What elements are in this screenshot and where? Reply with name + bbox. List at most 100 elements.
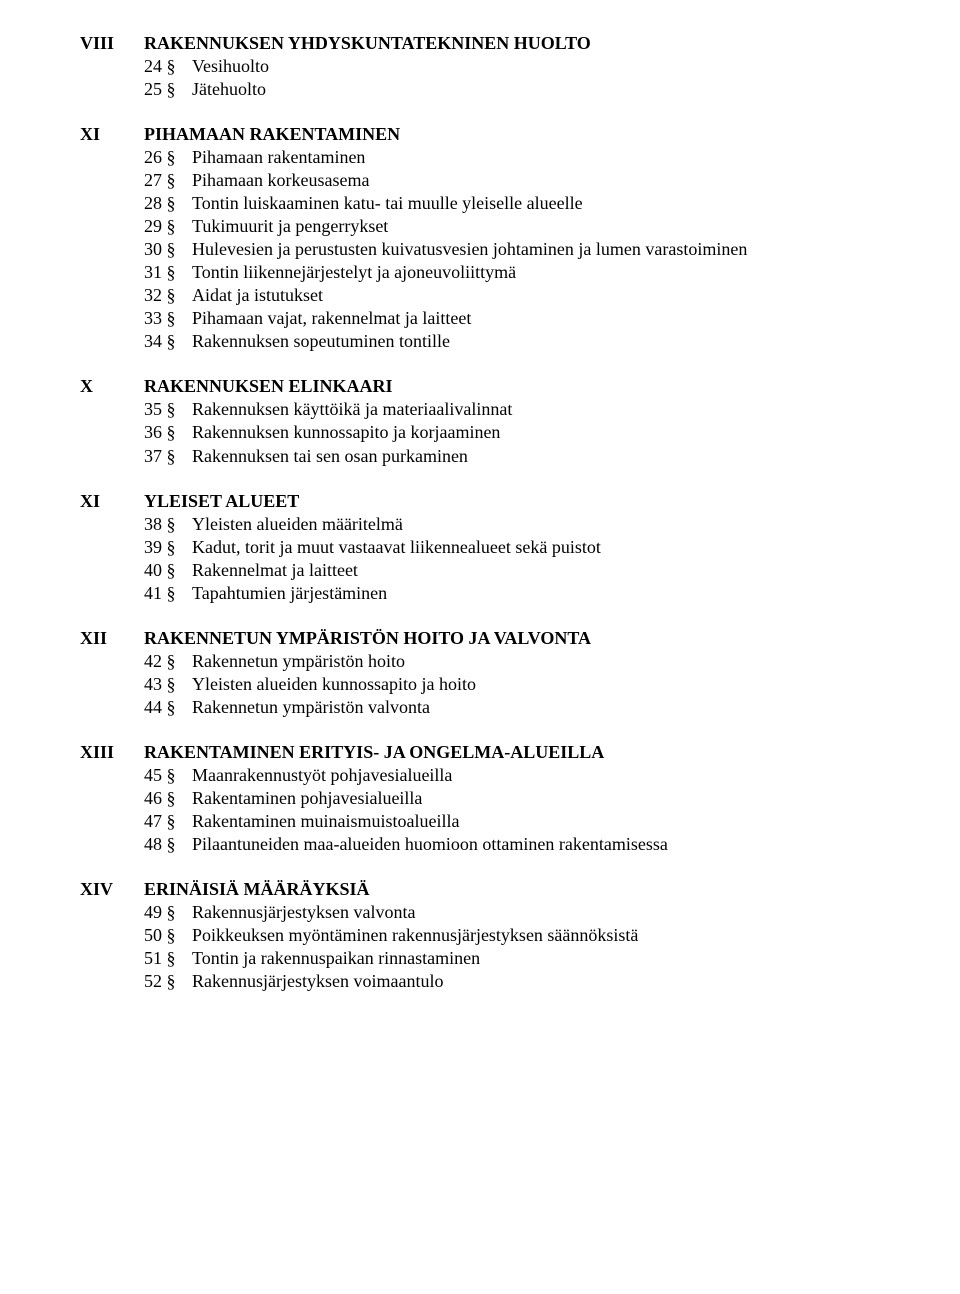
item-text: Rakennuksen tai sen osan purkaminen	[192, 445, 960, 468]
item-text: Yleisten alueiden kunnossapito ja hoito	[192, 673, 960, 696]
toc-item: 35 §Rakennuksen käyttöikä ja materiaaliv…	[144, 398, 960, 421]
item-text: Tontin liikennejärjestelyt ja ajoneuvoli…	[192, 261, 960, 284]
item-text: Rakennuksen sopeutuminen tontille	[192, 330, 960, 353]
section-body: RAKENNUKSEN YHDYSKUNTATEKNINEN HUOLTO24 …	[144, 32, 960, 101]
toc-item: 25 §Jätehuolto	[144, 78, 960, 101]
toc-item: 51 §Tontin ja rakennuspaikan rinnastamin…	[144, 947, 960, 970]
toc-item: 42 §Rakennetun ympäristön hoito	[144, 650, 960, 673]
item-number: 47 §	[144, 810, 192, 833]
item-number: 39 §	[144, 536, 192, 559]
toc-item: 40 §Rakennelmat ja laitteet	[144, 559, 960, 582]
item-text: Rakennetun ympäristön hoito	[192, 650, 960, 673]
section-body: RAKENTAMINEN ERITYIS- JA ONGELMA-ALUEILL…	[144, 741, 960, 856]
section-body: YLEISET ALUEET38 §Yleisten alueiden määr…	[144, 490, 960, 605]
toc-item: 34 §Rakennuksen sopeutuminen tontille	[144, 330, 960, 353]
item-text: Pihamaan korkeusasema	[192, 169, 960, 192]
item-text: Rakennuksen kunnossapito ja korjaaminen	[192, 421, 960, 444]
section-body: PIHAMAAN RAKENTAMINEN26 §Pihamaan rakent…	[144, 123, 960, 353]
item-text: Tapahtumien järjestäminen	[192, 582, 960, 605]
toc-item: 26 §Pihamaan rakentaminen	[144, 146, 960, 169]
item-text: Rakennusjärjestyksen voimaantulo	[192, 970, 960, 993]
item-text: Rakennetun ympäristön valvonta	[192, 696, 960, 719]
item-number: 45 §	[144, 764, 192, 787]
toc-item: 39 §Kadut, torit ja muut vastaavat liike…	[144, 536, 960, 559]
item-number: 35 §	[144, 398, 192, 421]
item-text: Aidat ja istutukset	[192, 284, 960, 307]
section-roman: XIV	[80, 878, 144, 901]
item-text: Yleisten alueiden määritelmä	[192, 513, 960, 536]
item-number: 42 §	[144, 650, 192, 673]
toc-item: 45 §Maanrakennustyöt pohjavesialueilla	[144, 764, 960, 787]
item-number: 32 §	[144, 284, 192, 307]
section-roman: XI	[80, 490, 144, 513]
item-text: Rakentaminen muinaismuistoalueilla	[192, 810, 960, 833]
section: XIIIRAKENTAMINEN ERITYIS- JA ONGELMA-ALU…	[80, 741, 960, 856]
item-number: 49 §	[144, 901, 192, 924]
item-text: Tukimuurit ja pengerrykset	[192, 215, 960, 238]
item-number: 41 §	[144, 582, 192, 605]
toc-item: 47 §Rakentaminen muinaismuistoalueilla	[144, 810, 960, 833]
item-number: 43 §	[144, 673, 192, 696]
section-roman: XIII	[80, 741, 144, 764]
item-text: Pihamaan rakentaminen	[192, 146, 960, 169]
section-roman: VIII	[80, 32, 144, 55]
toc-item: 33 §Pihamaan vajat, rakennelmat ja laitt…	[144, 307, 960, 330]
section-title: YLEISET ALUEET	[144, 490, 960, 513]
toc-item: 46 §Rakentaminen pohjavesialueilla	[144, 787, 960, 810]
item-number: 26 §	[144, 146, 192, 169]
section: XIVERINÄISIÄ MÄÄRÄYKSIÄ49 §Rakennusjärje…	[80, 878, 960, 993]
item-text: Maanrakennustyöt pohjavesialueilla	[192, 764, 960, 787]
toc-item: 41 §Tapahtumien järjestäminen	[144, 582, 960, 605]
section-title: RAKENNUKSEN YHDYSKUNTATEKNINEN HUOLTO	[144, 32, 960, 55]
toc-item: 50 §Poikkeuksen myöntäminen rakennusjärj…	[144, 924, 960, 947]
item-number: 37 §	[144, 445, 192, 468]
item-text: Rakennuksen käyttöikä ja materiaalivalin…	[192, 398, 960, 421]
item-text: Hulevesien ja perustusten kuivatusvesien…	[192, 238, 960, 261]
item-text: Kadut, torit ja muut vastaavat liikennea…	[192, 536, 960, 559]
item-text: Rakentaminen pohjavesialueilla	[192, 787, 960, 810]
toc-item: 49 §Rakennusjärjestyksen valvonta	[144, 901, 960, 924]
section: XRAKENNUKSEN ELINKAARI35 §Rakennuksen kä…	[80, 375, 960, 467]
toc-item: 52 §Rakennusjärjestyksen voimaantulo	[144, 970, 960, 993]
section-title: RAKENNETUN YMPÄRISTÖN HOITO JA VALVONTA	[144, 627, 960, 650]
item-number: 28 §	[144, 192, 192, 215]
item-number: 25 §	[144, 78, 192, 101]
section-title: ERINÄISIÄ MÄÄRÄYKSIÄ	[144, 878, 960, 901]
item-number: 31 §	[144, 261, 192, 284]
document-body: VIIIRAKENNUKSEN YHDYSKUNTATEKNINEN HUOLT…	[80, 32, 960, 993]
toc-item: 37 §Rakennuksen tai sen osan purkaminen	[144, 445, 960, 468]
section-title: RAKENNUKSEN ELINKAARI	[144, 375, 960, 398]
item-number: 27 §	[144, 169, 192, 192]
section: XIYLEISET ALUEET38 §Yleisten alueiden mä…	[80, 490, 960, 605]
toc-item: 30 §Hulevesien ja perustusten kuivatusve…	[144, 238, 960, 261]
item-number: 38 §	[144, 513, 192, 536]
item-number: 46 §	[144, 787, 192, 810]
section-body: ERINÄISIÄ MÄÄRÄYKSIÄ49 §Rakennusjärjesty…	[144, 878, 960, 993]
item-number: 51 §	[144, 947, 192, 970]
section-roman: X	[80, 375, 144, 398]
item-text: Jätehuolto	[192, 78, 960, 101]
item-number: 29 §	[144, 215, 192, 238]
toc-item: 31 §Tontin liikennejärjestelyt ja ajoneu…	[144, 261, 960, 284]
section: XIPIHAMAAN RAKENTAMINEN26 §Pihamaan rake…	[80, 123, 960, 353]
section-title: PIHAMAAN RAKENTAMINEN	[144, 123, 960, 146]
item-number: 40 §	[144, 559, 192, 582]
toc-item: 29 §Tukimuurit ja pengerrykset	[144, 215, 960, 238]
toc-item: 48 §Pilaantuneiden maa-alueiden huomioon…	[144, 833, 960, 856]
item-number: 44 §	[144, 696, 192, 719]
toc-item: 28 §Tontin luiskaaminen katu- tai muulle…	[144, 192, 960, 215]
item-text: Vesihuolto	[192, 55, 960, 78]
toc-item: 27 §Pihamaan korkeusasema	[144, 169, 960, 192]
toc-item: 32 §Aidat ja istutukset	[144, 284, 960, 307]
item-number: 34 §	[144, 330, 192, 353]
section-body: RAKENNETUN YMPÄRISTÖN HOITO JA VALVONTA4…	[144, 627, 960, 719]
section-roman: XI	[80, 123, 144, 146]
item-text: Pihamaan vajat, rakennelmat ja laitteet	[192, 307, 960, 330]
item-number: 52 §	[144, 970, 192, 993]
toc-item: 43 §Yleisten alueiden kunnossapito ja ho…	[144, 673, 960, 696]
item-number: 50 §	[144, 924, 192, 947]
section: VIIIRAKENNUKSEN YHDYSKUNTATEKNINEN HUOLT…	[80, 32, 960, 101]
section-title: RAKENTAMINEN ERITYIS- JA ONGELMA-ALUEILL…	[144, 741, 960, 764]
item-text: Rakennusjärjestyksen valvonta	[192, 901, 960, 924]
item-text: Rakennelmat ja laitteet	[192, 559, 960, 582]
